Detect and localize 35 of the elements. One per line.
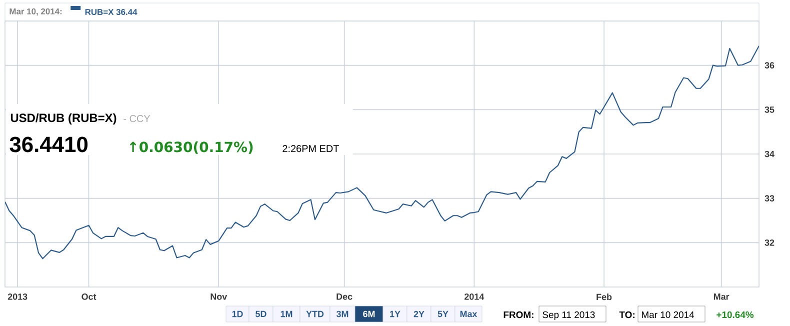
annotation: 2:26PM EDT	[282, 145, 339, 152]
text: 1M	[280, 310, 292, 318]
annotation: ↑0.0630(0.17%)	[130, 141, 253, 154]
legend-title: Mar 10, 2014:	[10, 8, 62, 16]
text: Max	[460, 310, 478, 318]
text: TO:	[619, 311, 634, 318]
x-tick-label: Nov	[210, 294, 228, 300]
text: 1D	[232, 310, 243, 318]
text: 5D	[256, 310, 266, 318]
x-tick-label: Feb	[596, 294, 612, 300]
x-tick-label: Mar	[714, 294, 730, 300]
text: USD/RUB (RUB=X)	[10, 113, 116, 124]
text: YTD	[306, 310, 324, 318]
text: - CCY	[124, 115, 150, 122]
line-series	[5, 45, 760, 260]
x-tick-label: 2013	[8, 294, 28, 300]
text: Sep 11 2013	[542, 311, 595, 320]
annotation: 36.4410	[10, 136, 88, 152]
x-tick-label: 2014	[464, 294, 484, 300]
y-tick-label: 36	[764, 62, 774, 69]
text: 1Y	[390, 310, 400, 318]
y-tick-label: 32	[764, 239, 774, 246]
text: 3M	[336, 310, 348, 318]
text: Mar 10 2014	[642, 311, 694, 318]
text: 6M	[363, 310, 375, 318]
text: 2Y	[414, 310, 424, 318]
y-tick-label: 34	[764, 150, 774, 158]
legend-label: RUB=X 36.44	[85, 9, 138, 16]
x-tick-label: Oct	[82, 294, 96, 300]
y-tick-label: 33	[764, 195, 774, 202]
x-tick-label: Dec	[336, 294, 352, 300]
text: FROM:	[504, 311, 534, 318]
text: +10.64%	[716, 311, 754, 318]
y-tick-label: 35	[764, 106, 774, 113]
text: 5Y	[438, 310, 448, 318]
